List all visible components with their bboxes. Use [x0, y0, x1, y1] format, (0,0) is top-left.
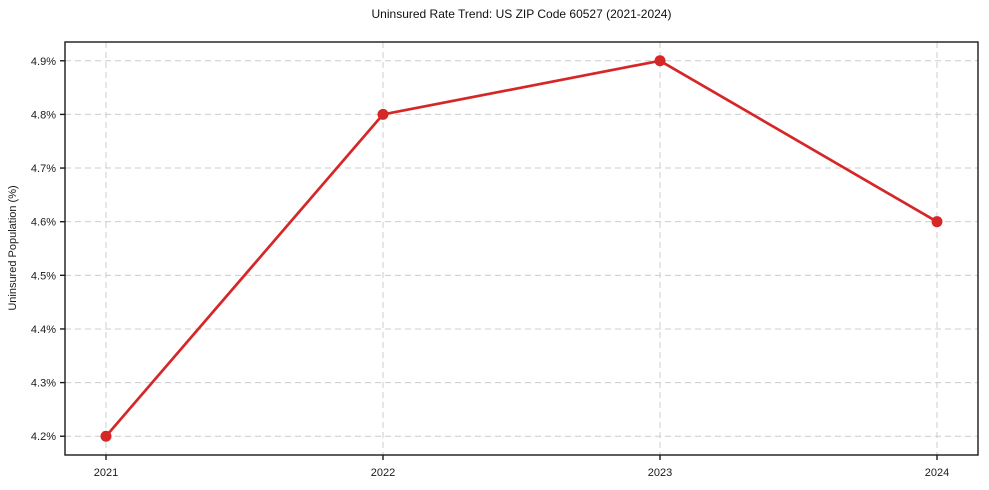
- x-tick-label: 2024: [925, 467, 949, 479]
- trend-line: [104, 59, 939, 438]
- data-point-marker: [377, 108, 389, 120]
- y-tick-label: 4.7%: [31, 163, 56, 175]
- y-tick-label: 4.9%: [31, 56, 56, 68]
- plot-frame: [64, 41, 979, 456]
- x-tick-label: 2023: [648, 467, 672, 479]
- y-tick-label: 4.2%: [31, 431, 56, 443]
- y-tick-label: 4.8%: [31, 109, 56, 121]
- data-point-marker: [100, 430, 112, 442]
- y-tick-label: 4.6%: [31, 217, 56, 229]
- data-point-marker: [931, 216, 943, 228]
- y-tick-label: 4.5%: [31, 270, 56, 282]
- x-tick-label: 2021: [94, 467, 118, 479]
- data-point-marker: [654, 55, 666, 67]
- x-tick-label: 2022: [371, 467, 395, 479]
- chart-title: Uninsured Rate Trend: US ZIP Code 60527 …: [371, 7, 672, 21]
- y-tick-label: 4.3%: [31, 378, 56, 390]
- y-tick-label: 4.4%: [31, 324, 56, 336]
